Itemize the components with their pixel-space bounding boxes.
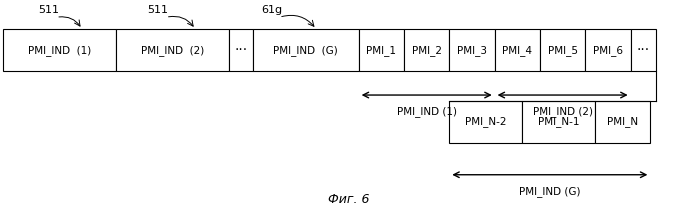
Text: PMI_IND  (1): PMI_IND (1): [28, 45, 91, 56]
Bar: [523, 101, 595, 143]
Text: 511: 511: [38, 5, 59, 15]
Text: 511: 511: [148, 5, 169, 15]
Text: PMI_IND  (2): PMI_IND (2): [141, 45, 204, 56]
Bar: [3, 29, 116, 71]
Text: PMI_3: PMI_3: [457, 45, 487, 56]
Bar: [116, 29, 229, 71]
Text: PMI_5: PMI_5: [548, 45, 578, 56]
Text: PMI_IND  (G): PMI_IND (G): [273, 45, 338, 56]
Bar: [229, 29, 253, 71]
Text: PMI_IND (2): PMI_IND (2): [533, 106, 592, 117]
Text: ···: ···: [637, 43, 650, 57]
Text: PMI_IND (1): PMI_IND (1): [397, 106, 457, 117]
Bar: [595, 101, 650, 143]
Bar: [585, 29, 631, 71]
Bar: [359, 29, 404, 71]
Text: 61g: 61g: [261, 5, 282, 15]
Text: PMI_2: PMI_2: [412, 45, 442, 56]
Bar: [404, 29, 450, 71]
Bar: [253, 29, 359, 71]
Bar: [450, 101, 523, 143]
Text: PMI_1: PMI_1: [367, 45, 397, 56]
Bar: [540, 29, 585, 71]
Text: Фиг. 6: Фиг. 6: [328, 193, 369, 206]
Bar: [495, 29, 540, 71]
Bar: [450, 29, 495, 71]
Bar: [631, 29, 656, 71]
Text: PMI_N-1: PMI_N-1: [538, 116, 580, 127]
Text: PMI_6: PMI_6: [593, 45, 623, 56]
Text: PMI_4: PMI_4: [503, 45, 533, 56]
Text: PMI_N-2: PMI_N-2: [465, 116, 507, 127]
Text: ···: ···: [234, 43, 247, 57]
Text: PMI_IND (G): PMI_IND (G): [519, 186, 581, 197]
Text: PMI_N: PMI_N: [607, 116, 638, 127]
